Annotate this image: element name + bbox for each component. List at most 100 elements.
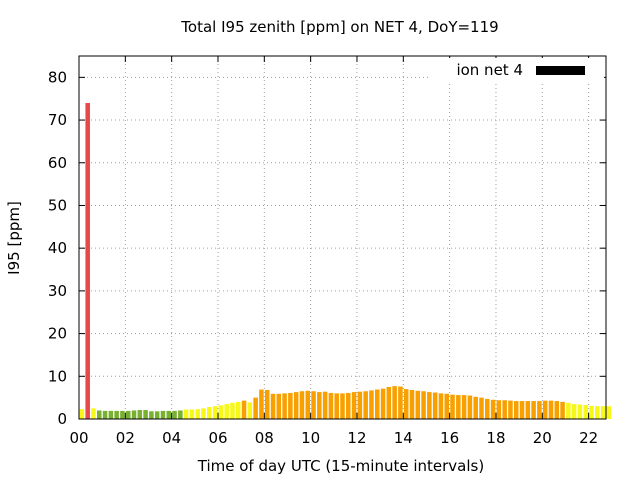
bar: [531, 401, 536, 419]
bar: [311, 391, 316, 419]
bar: [502, 400, 507, 419]
bar: [299, 391, 305, 419]
bar: [212, 406, 218, 419]
bar: [137, 410, 143, 419]
bar: [583, 404, 588, 419]
bar: [473, 396, 478, 419]
bar: [380, 388, 386, 419]
bar: [485, 398, 490, 419]
bar: [334, 393, 339, 419]
bar: [79, 409, 85, 419]
bar: [444, 393, 449, 419]
bar: [346, 392, 351, 419]
bar: [479, 397, 484, 419]
bar: [201, 408, 206, 419]
bar: [120, 410, 125, 419]
y-tick-label: 80: [48, 68, 67, 86]
bar: [259, 389, 264, 419]
bar: [450, 394, 455, 419]
x-tick-label: 06: [208, 429, 227, 447]
bar: [363, 391, 368, 419]
bar: [548, 400, 554, 419]
bar: [438, 393, 444, 419]
legend-label: ion net 4: [456, 61, 523, 79]
bar: [398, 386, 403, 419]
bar: [282, 393, 287, 419]
bar: [490, 399, 496, 419]
bar: [108, 410, 114, 419]
bar: [415, 390, 421, 419]
chart-title: Total I95 zenith [ppm] on NET 4, DoY=119: [180, 18, 498, 36]
bar: [369, 390, 374, 419]
bar: [409, 389, 415, 419]
legend-swatch: [536, 66, 585, 75]
bar: [595, 406, 600, 419]
bar: [97, 410, 102, 419]
bar: [519, 401, 525, 419]
bars: [79, 102, 612, 419]
bar: [386, 386, 392, 419]
y-tick-label: 10: [48, 367, 67, 385]
bar: [351, 392, 357, 419]
legend: ion net 4: [428, 58, 604, 82]
x-axis-ticks: 00 02 04 06 08 10 12 14 16 18 20 22: [69, 56, 598, 447]
x-tick-label: 14: [394, 429, 413, 447]
bar: [114, 410, 119, 419]
x-tick-label: 12: [347, 429, 366, 447]
x-tick-label: 18: [486, 429, 505, 447]
bar: [317, 392, 322, 419]
x-tick-label: 10: [301, 429, 320, 447]
bar: [467, 395, 473, 419]
bar: [589, 405, 594, 419]
bar: [218, 405, 224, 419]
bar: [85, 102, 90, 419]
x-tick-label: 08: [255, 429, 274, 447]
y-tick-label: 30: [48, 282, 67, 300]
bar: [149, 411, 154, 419]
bar: [207, 407, 212, 419]
bar: [305, 390, 311, 419]
bar: [293, 392, 299, 419]
y-tick-label: 40: [48, 239, 67, 257]
bar: [357, 391, 363, 419]
bar: [328, 392, 334, 419]
bar: [178, 410, 183, 419]
bar: [247, 402, 253, 419]
bar: [537, 401, 542, 419]
bar: [560, 401, 565, 419]
bar: [131, 410, 137, 419]
bar: [508, 400, 513, 419]
x-tick-label: 16: [440, 429, 459, 447]
bar: [189, 409, 195, 419]
bar: [253, 397, 258, 419]
bar: [241, 400, 247, 419]
bar: [288, 392, 293, 419]
bar: [125, 410, 131, 419]
bar: [143, 410, 148, 419]
bar: [340, 393, 345, 419]
bar: [403, 389, 409, 419]
bar: [374, 389, 380, 419]
x-tick-label: 00: [69, 429, 88, 447]
x-tick-label: 22: [579, 429, 598, 447]
bar: [542, 400, 548, 419]
bar: [566, 402, 571, 419]
bar: [513, 401, 519, 419]
bar: [102, 410, 108, 419]
bar: [571, 404, 577, 419]
bar: [432, 392, 438, 419]
x-tick-label: 04: [162, 429, 181, 447]
bar: [172, 410, 177, 419]
bar: [236, 401, 241, 419]
bar: [461, 395, 467, 419]
bar: [154, 411, 160, 419]
y-axis-label: I95 [ppm]: [5, 201, 23, 275]
bar: [160, 410, 166, 419]
bar: [322, 391, 328, 419]
plot-frame: [78, 55, 607, 420]
bar: [166, 410, 172, 419]
bar: [224, 404, 229, 419]
y-tick-label: 60: [48, 154, 67, 172]
bar: [264, 389, 270, 419]
y-tick-label: 70: [48, 111, 67, 129]
